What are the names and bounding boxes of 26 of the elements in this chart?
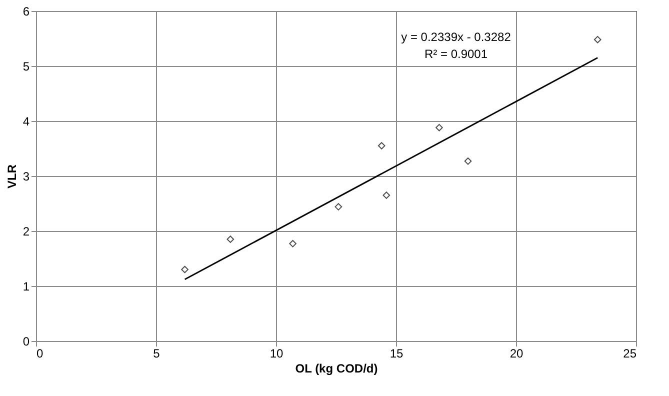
x-tick-label: 0 [36, 346, 44, 360]
point [436, 124, 443, 132]
annotation: y = 0.2339x - 0.3282 [401, 30, 512, 44]
point [334, 203, 342, 210]
point [181, 266, 188, 274]
y-tick-label: 4 [22, 114, 30, 128]
x-tick-label: 25 [623, 346, 637, 360]
y-tick-label: 5 [22, 60, 30, 74]
point [464, 157, 472, 165]
point [382, 192, 390, 199]
x-tick-label: 10 [270, 346, 284, 360]
y-tick-label: 2 [22, 224, 30, 238]
y-tick-label: 1 [22, 280, 30, 294]
y-tick-label: 6 [22, 4, 30, 18]
x-tick-label: 5 [153, 346, 160, 360]
point [226, 236, 234, 243]
y-tick-label: 3 [22, 170, 30, 184]
y-axis-title: VLR [4, 164, 19, 188]
x-axis-title: OL (kg COD/d) [295, 362, 378, 376]
x-tick-label: 15 [390, 346, 404, 360]
annotation: R² = 0.9001 [424, 47, 488, 61]
x-tick-label: 20 [510, 346, 524, 360]
point [289, 240, 296, 248]
y-tick-label: 0 [22, 334, 30, 348]
point [594, 36, 602, 44]
point [378, 142, 386, 150]
